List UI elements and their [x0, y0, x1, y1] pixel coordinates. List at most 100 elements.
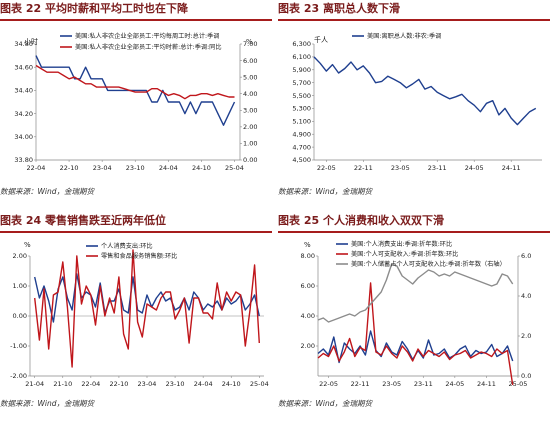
- x-tick-label: 25-04: [225, 164, 244, 172]
- title-rule: [278, 19, 550, 21]
- legend-label: 美国:私人非农企业全部员工:平均时薪:总计:季调:同比: [75, 43, 222, 51]
- right-tick-label: 6.00: [243, 57, 257, 65]
- right-axis-unit: %: [246, 38, 253, 46]
- left-tick-label: 34.80: [14, 40, 33, 48]
- chart-title: 图表 25 个人消费和收入双双下滑: [278, 214, 444, 227]
- x-tick-label: 24-10: [222, 380, 241, 388]
- left-tick-label: 6,300: [292, 40, 311, 48]
- left-axis-unit: %: [24, 241, 31, 249]
- chart-retail-sales: -2.00 -1.00 0.00 1.00 2.00% 21-04 21-10 22-04 22…: [10, 241, 269, 388]
- left-axis-unit: 千人: [314, 35, 328, 44]
- source-note: 数据来源：Wind，金瑞期货: [278, 187, 373, 196]
- left-tick-label: 2.00: [301, 342, 315, 350]
- right-tick-label: 0.0: [521, 372, 531, 380]
- series-line: [317, 282, 514, 386]
- left-tick-label: 34.40: [14, 87, 33, 95]
- right-tick-label: 6.0: [521, 252, 531, 260]
- left-tick-label: 4,900: [292, 130, 311, 138]
- right-tick-label: 4.0: [521, 292, 531, 300]
- x-tick-label: 23-04: [93, 164, 112, 172]
- x-tick-label: 23-05: [382, 380, 401, 388]
- left-tick-label: 0.00: [13, 312, 27, 320]
- series-line: [317, 263, 514, 323]
- x-tick-label: 22-04: [81, 380, 100, 388]
- x-tick-label: 23-04: [138, 380, 157, 388]
- x-tick-label: 24-05: [445, 380, 464, 388]
- x-tick-label: 23-11: [428, 164, 447, 172]
- left-tick-label: 34.60: [14, 63, 33, 71]
- left-tick-label: 34.20: [14, 110, 33, 118]
- left-tick-label: -1.00: [10, 342, 27, 350]
- source-note: 数据来源：Wind，金瑞期货: [0, 187, 95, 196]
- left-axis-unit: %: [304, 241, 311, 249]
- left-tick-label: 5,700: [292, 79, 311, 87]
- source-note: 数据来源：Wind，金瑞期货: [0, 399, 95, 408]
- chart-title: 图表 23 离职总人数下滑: [278, 2, 400, 15]
- left-tick-label: 5,500: [292, 92, 311, 100]
- title-rule: [278, 231, 550, 233]
- x-tick-label: 22-11: [354, 164, 373, 172]
- left-tick-label: 6.00: [301, 282, 315, 290]
- panel-retail-sales: 图表 24 零售销售跌至近两年低位 -2.00 -1.00 0.00 1.00 2.00…: [0, 212, 272, 424]
- x-tick-label: 24-10: [192, 164, 211, 172]
- x-tick-label: 24-04: [159, 164, 178, 172]
- x-tick-label: 23-10: [126, 164, 145, 172]
- x-tick-label: 22-10: [109, 380, 128, 388]
- source-note: 数据来源：Wind，金瑞期货: [278, 399, 373, 408]
- left-tick-label: 1.00: [13, 282, 27, 290]
- legend-label: 美国:个人消费支出:季调:折年数:环比: [351, 240, 452, 248]
- series-line: [317, 330, 514, 364]
- series-line: [35, 55, 236, 126]
- chart-title: 图表 24 零售销售跌至近两年低位: [0, 214, 166, 227]
- right-tick-label: 2.0: [521, 332, 531, 340]
- chart-title: 图表 22 平均时薪和平均工时也在下降: [0, 2, 188, 15]
- legend-label: 零售和食品服务销售额:环比: [101, 252, 177, 260]
- x-tick-label: 22-11: [351, 380, 370, 388]
- left-tick-label: 8.00: [301, 252, 315, 260]
- title-rule: [0, 19, 272, 21]
- x-tick-label: 21-04: [25, 380, 44, 388]
- x-tick-label: 23-11: [414, 380, 433, 388]
- left-tick-label: 33.80: [14, 156, 33, 164]
- x-tick-label: 24-04: [194, 380, 213, 388]
- legend-label: 美国:个人储蓄占个人可支配收入比:季调:折年数（右轴）: [351, 260, 506, 268]
- right-tick-label: 1.00: [243, 140, 257, 148]
- x-tick-label: 23-05: [391, 164, 410, 172]
- x-tick-label: 24-05: [465, 164, 484, 172]
- x-tick-label: 22-04: [27, 164, 46, 172]
- x-tick-label: 22-10: [60, 164, 79, 172]
- panel-consumption-income: 图表 25 个人消费和收入双双下滑 2.00 4.00 6.00 8.00% 0.0 2.…: [278, 212, 550, 424]
- left-tick-label: 5,100: [292, 118, 311, 126]
- right-tick-label: 2.00: [243, 123, 257, 131]
- chart-quits-total: 4,500 4,700 4,900 5,100 5,300 5,500 5,700 5,900…: [292, 32, 542, 172]
- x-tick-label: 24-11: [477, 380, 496, 388]
- panel-quits-total: 图表 23 离职总人数下滑 4,500 4,700 4,900 5,100 5,300 5…: [278, 0, 550, 212]
- left-tick-label: 4,500: [292, 156, 311, 164]
- chart-consumption-income: 2.00 4.00 6.00 8.00% 0.0 2.0 4.0 6.0 22-05 22-11 2…: [301, 240, 532, 388]
- left-tick-label: 2.00: [13, 252, 27, 260]
- x-tick-label: 25-04: [250, 380, 269, 388]
- left-tick-label: -2.00: [10, 372, 27, 380]
- right-tick-label: 3.00: [243, 106, 257, 114]
- x-tick-label: 21-10: [53, 380, 72, 388]
- left-tick-label: 5,300: [292, 105, 311, 113]
- series-line: [313, 56, 537, 126]
- left-tick-label: 4.00: [301, 312, 315, 320]
- left-axis-unit: 小时: [24, 37, 38, 46]
- right-tick-label: 0.00: [243, 156, 257, 164]
- legend-label: 个人消费支出:环比: [101, 242, 153, 250]
- x-tick-label: 23-10: [166, 380, 185, 388]
- series-line: [34, 249, 260, 368]
- right-tick-label: 4.00: [243, 90, 257, 98]
- legend-label: 美国:个人可支配收入:季调:折年数:环比: [351, 250, 458, 258]
- left-tick-label: 4,700: [292, 143, 311, 151]
- title-rule: [0, 231, 272, 233]
- left-tick-label: 5,900: [292, 66, 311, 74]
- series-line: [35, 64, 235, 100]
- legend-label: 美国:离职总人数:非农:季调: [367, 32, 441, 40]
- x-tick-label: 25-05: [509, 380, 528, 388]
- left-tick-label: 6,100: [292, 53, 311, 61]
- x-tick-label: 22-05: [317, 164, 336, 172]
- x-tick-label: 24-11: [502, 164, 521, 172]
